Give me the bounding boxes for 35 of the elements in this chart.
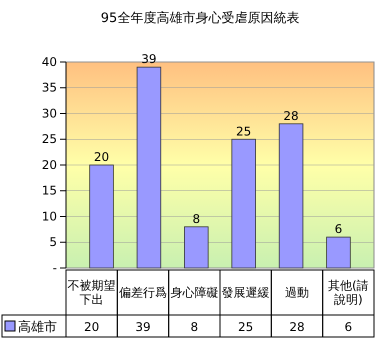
bar — [136, 66, 162, 268]
x-tick-label: 身心障礙 — [170, 286, 218, 300]
y-tick-label: 15 — [42, 184, 57, 198]
data-label: 20 — [84, 320, 100, 334]
text: 20 — [94, 150, 110, 164]
text: 6 — [334, 222, 342, 236]
y-tick-label: 40 — [42, 54, 57, 69]
bar — [184, 226, 209, 268]
data-label: 25 — [238, 320, 254, 334]
y-tick-label: 35 — [42, 80, 57, 95]
y-tick-label: - — [52, 260, 57, 275]
text: 28 — [283, 108, 299, 123]
text: 25 — [236, 124, 252, 138]
y-tick-label: 20 — [42, 158, 57, 172]
x-tick-label: 發展遲緩 — [222, 286, 270, 300]
y-tick-label: 30 — [42, 106, 57, 120]
chart-title: 95全年度高雄市身心受虐原因統表 — [100, 10, 300, 26]
bar — [278, 123, 304, 268]
x-tick-label: 不被期望下出 — [68, 278, 116, 306]
text: 高雄市 — [18, 319, 57, 335]
y-tick-label: 10 — [42, 209, 57, 224]
x-tick-label: 其他(請說明) — [328, 278, 369, 306]
x-tick-label: 偏差行爲 — [119, 286, 167, 300]
data-label: 6 — [344, 320, 352, 334]
text: 8 — [192, 212, 200, 226]
y-tick-label: 5 — [49, 235, 57, 250]
text: 39 — [141, 52, 157, 66]
bar — [89, 164, 114, 268]
data-label: 28 — [289, 320, 305, 334]
bar — [231, 138, 256, 268]
x-tick-label: 過動 — [285, 286, 309, 300]
data-label: 39 — [135, 320, 151, 334]
y-tick-label: 25 — [42, 132, 57, 146]
data-label: 8 — [190, 320, 198, 334]
bar — [326, 236, 351, 268]
